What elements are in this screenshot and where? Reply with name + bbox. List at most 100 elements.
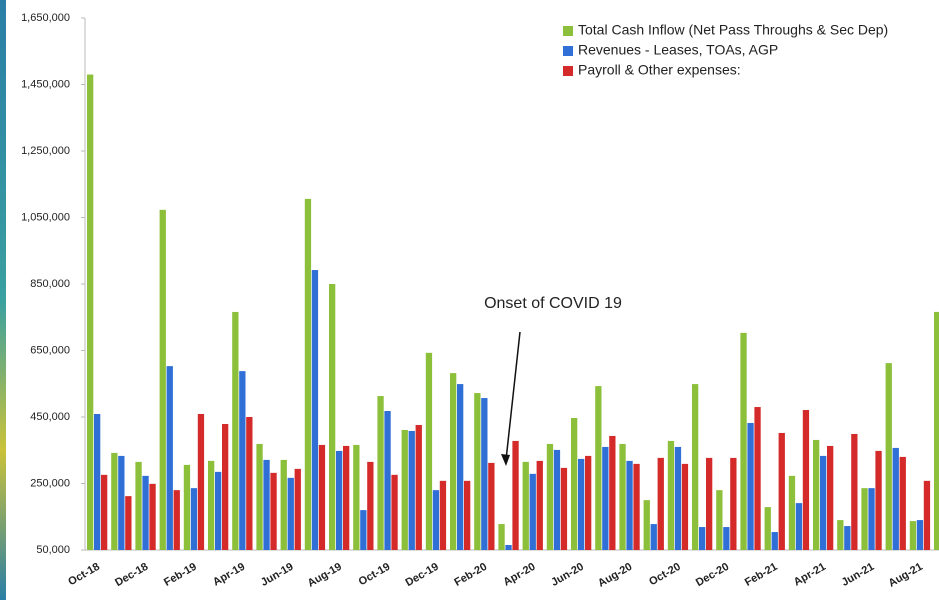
x-tick-label: Dec-20 <box>694 561 731 589</box>
bar <box>464 480 471 550</box>
bar <box>367 461 374 550</box>
x-tick-label: Oct-20 <box>647 561 683 589</box>
bar <box>560 467 568 550</box>
bar <box>343 445 350 550</box>
bar <box>232 311 239 550</box>
bar <box>837 520 844 550</box>
bar <box>802 410 810 550</box>
bar <box>377 396 384 550</box>
bar <box>498 524 505 550</box>
bar <box>861 488 868 550</box>
bar <box>851 433 858 550</box>
bar <box>844 526 851 550</box>
bar <box>280 459 287 550</box>
bar <box>183 464 191 550</box>
bar <box>827 445 834 550</box>
bar <box>699 527 706 550</box>
x-tick-label: Jun-20 <box>549 561 586 589</box>
x-tick-label: Feb-21 <box>743 561 780 589</box>
bar <box>101 474 108 550</box>
bar <box>336 450 343 550</box>
bar <box>318 444 326 550</box>
y-tick-label: 850,000 <box>30 278 70 290</box>
legend-label: Payroll & Other expenses: <box>578 62 741 78</box>
x-tick-label: Aug-19 <box>306 561 344 590</box>
bar <box>135 461 142 550</box>
x-tick-label: Feb-20 <box>452 561 489 589</box>
bar <box>263 459 270 550</box>
bar <box>360 510 367 550</box>
bar <box>723 527 730 550</box>
bar <box>619 443 626 550</box>
y-tick-label: 50,000 <box>36 544 70 556</box>
annotation: Onset of COVID 19 <box>484 295 622 312</box>
bar <box>754 407 761 550</box>
bar <box>674 446 682 550</box>
bar <box>329 284 336 550</box>
bar <box>899 456 906 550</box>
bar <box>256 443 263 550</box>
bar <box>892 447 899 550</box>
bar <box>215 471 222 550</box>
bar <box>270 472 277 550</box>
x-tick-label: Jun-21 <box>840 561 877 589</box>
bar <box>111 452 118 550</box>
bar <box>401 429 408 550</box>
y-tick-label: 1,650,000 <box>21 12 70 24</box>
bar <box>311 270 319 550</box>
legend-swatch <box>563 46 573 56</box>
bar <box>439 480 447 550</box>
bar <box>916 520 924 550</box>
y-tick-label: 1,050,000 <box>21 211 70 223</box>
y-tick-label: 650,000 <box>30 344 70 356</box>
bar <box>304 198 312 550</box>
bar <box>457 384 464 550</box>
bar <box>536 460 543 550</box>
bar <box>643 500 650 550</box>
bar <box>909 521 917 550</box>
bar <box>522 461 529 550</box>
x-tick-label: Apr-20 <box>501 561 537 589</box>
y-tick-label: 250,000 <box>30 477 70 489</box>
x-tick-label: Oct-19 <box>357 561 393 589</box>
bar <box>481 398 488 550</box>
bar <box>764 507 771 550</box>
bar <box>353 444 360 550</box>
bar <box>197 414 205 550</box>
bar <box>474 393 481 550</box>
bar <box>450 373 457 550</box>
bar <box>142 475 149 550</box>
bar <box>571 417 578 550</box>
bar <box>529 473 536 550</box>
bar <box>391 474 398 550</box>
annotation-arrow <box>505 331 521 461</box>
bar <box>602 446 609 550</box>
bar <box>505 545 512 550</box>
x-tick-label: Apr-19 <box>211 561 247 589</box>
x-tick-label: Apr-21 <box>792 561 828 589</box>
bar <box>885 363 892 550</box>
bar <box>820 455 827 550</box>
bar <box>384 411 391 550</box>
bar <box>706 457 713 550</box>
bar <box>166 366 173 550</box>
x-tick-label: Feb-19 <box>162 561 199 589</box>
bar <box>868 488 875 550</box>
y-tick-label: 1,250,000 <box>21 145 70 157</box>
bar <box>149 483 156 550</box>
bar <box>609 435 616 550</box>
bar <box>425 352 433 550</box>
bar <box>159 209 166 551</box>
bar <box>595 386 602 550</box>
legend-label: Total Cash Inflow (Net Pass Throughs & S… <box>578 22 888 38</box>
bar <box>923 480 931 550</box>
bar <box>546 443 554 550</box>
bar <box>173 490 180 550</box>
bar <box>118 455 125 550</box>
legend-swatch <box>563 66 573 76</box>
bar <box>432 490 440 550</box>
bar <box>657 457 664 550</box>
bar <box>740 332 747 550</box>
bar <box>415 424 422 550</box>
